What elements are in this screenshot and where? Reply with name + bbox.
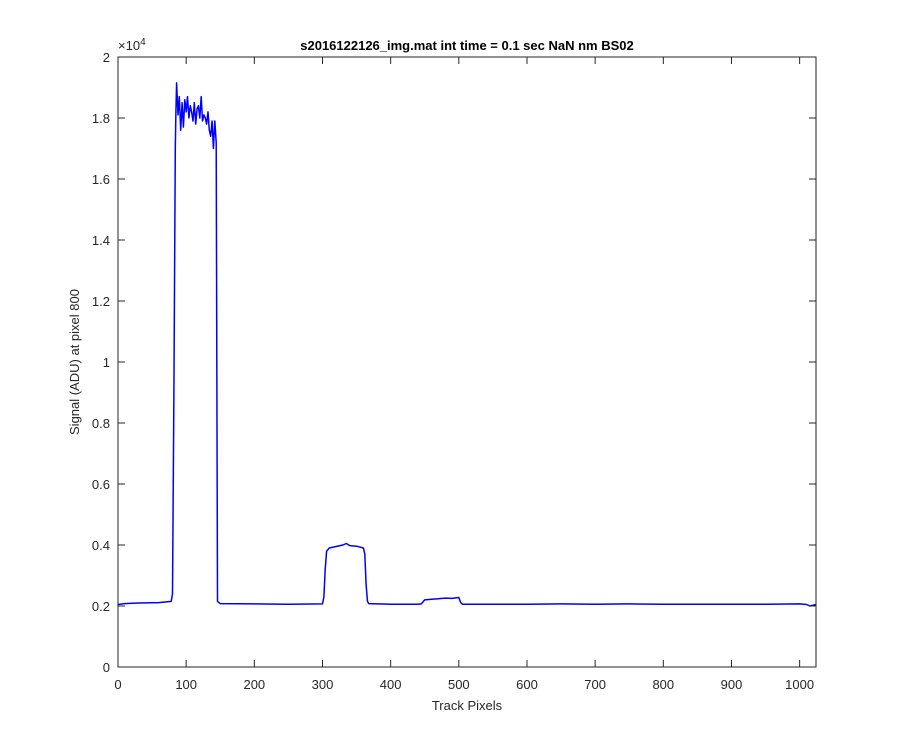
y-exponent-label: ×104	[118, 37, 146, 53]
y-exponent-power: 4	[140, 37, 146, 48]
plot-background	[118, 57, 816, 667]
y-tick-label: 1.8	[92, 111, 110, 126]
y-tick-label: 1.6	[92, 172, 110, 187]
y-tick-label: 0.4	[92, 538, 110, 553]
series-line	[117, 82, 817, 607]
y-tick-label: 1.2	[92, 294, 110, 309]
x-tick-label: 900	[721, 677, 743, 692]
x-tick-label: 300	[312, 677, 334, 692]
y-tick-label: 0.2	[92, 599, 110, 614]
series-layer	[117, 82, 817, 607]
y-tick-label: 0.8	[92, 416, 110, 431]
x-tick-label: 600	[516, 677, 538, 692]
y-axis-label: Signal (ADU) at pixel 800	[67, 289, 82, 435]
tick-layer: 0 100 200 300 400 500 600 700 800 900 1000 0 0.2 0.4 0…	[92, 50, 816, 692]
x-tick-label: 1000	[785, 677, 814, 692]
y-tick-label: 1.4	[92, 233, 110, 248]
x-tick-label: 800	[652, 677, 674, 692]
x-tick-label: 400	[380, 677, 402, 692]
x-tick-label: 0	[114, 677, 121, 692]
plot-box	[117, 56, 817, 668]
x-tick-label: 500	[448, 677, 470, 692]
x-tick-label: 700	[584, 677, 606, 692]
x-tick-label: 200	[243, 677, 265, 692]
x-axis-label: Track Pixels	[432, 698, 503, 713]
y-exponent-base: ×10	[118, 38, 140, 53]
y-tick-label: 0.6	[92, 477, 110, 492]
y-tick-label: 2	[103, 50, 110, 65]
x-tick-label: 100	[175, 677, 197, 692]
y-tick-label: 0	[103, 660, 110, 675]
y-tick-label: 1	[103, 355, 110, 370]
chart-title: s2016122126_img.mat int time = 0.1 sec N…	[300, 38, 634, 53]
